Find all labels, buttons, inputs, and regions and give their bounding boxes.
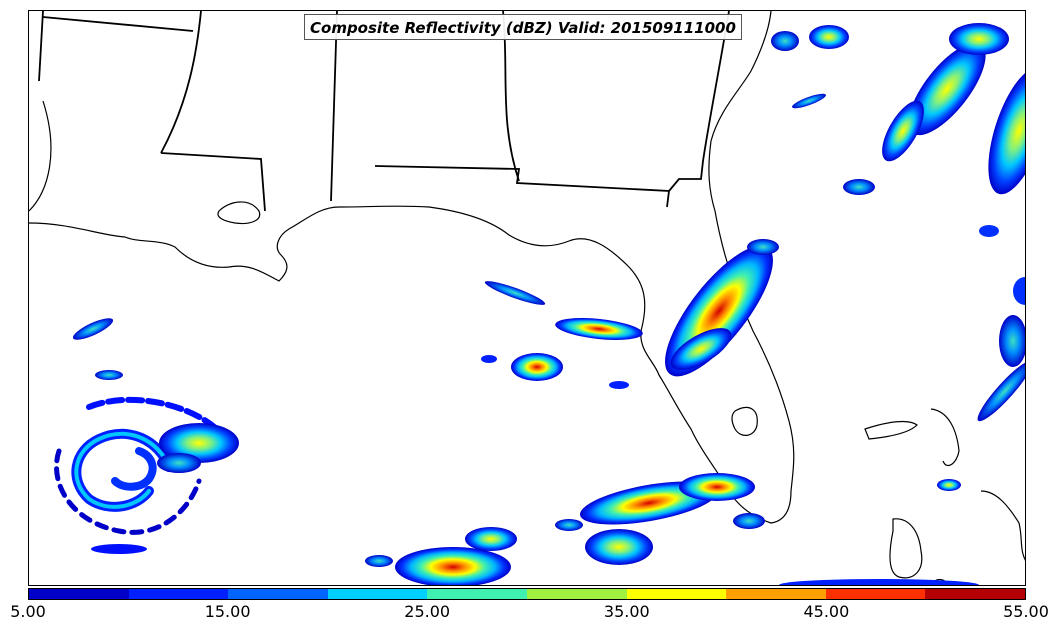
colorbar-tick-label: 15.00 [204,602,251,621]
colorbar-segment [128,589,229,599]
colorbar-tick-label: 25.00 [404,602,451,621]
reflectivity-map [29,11,1025,585]
colorbar-segment [526,589,627,599]
colorbar-tick-label: 45.00 [803,602,850,621]
precipitation-echoes [54,23,1025,585]
colorbar-segment [228,589,328,599]
colorbar-segment [626,589,727,599]
map-title: Composite Reflectivity (dBZ) Valid: 2015… [304,14,742,40]
colorbar-tick-label: 55.00 [1003,602,1049,621]
colorbar [28,588,1026,600]
state-boundaries [38,11,730,212]
map-panel [28,10,1026,586]
colorbar-segment [825,589,926,599]
colorbar-segment [427,589,527,599]
colorbar-segment [925,589,1025,599]
tropical-cyclone-echo [54,396,222,535]
colorbar-segment [327,589,428,599]
colorbar-segment [29,589,129,599]
colorbar-tick-label: 35.00 [603,602,650,621]
colorbar-tick-label: 5.00 [10,602,46,621]
colorbar-segment [726,589,826,599]
